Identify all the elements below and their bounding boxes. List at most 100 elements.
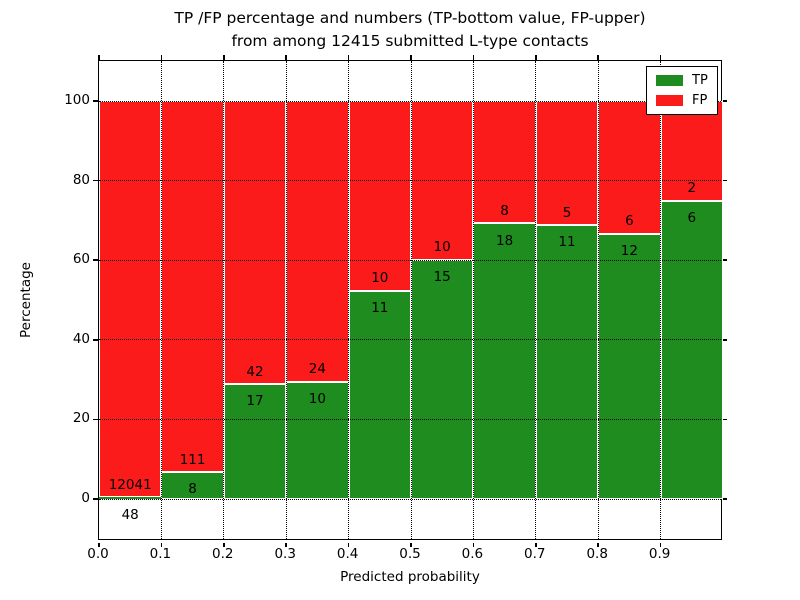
y-tick-left xyxy=(93,100,98,102)
x-tick-label: 0.2 xyxy=(212,546,234,562)
fp-count-label: 12041 xyxy=(108,476,152,493)
fp-count-label: 8 xyxy=(500,202,509,219)
tp-count-label: 11 xyxy=(371,299,389,316)
x-tick-top xyxy=(472,55,475,60)
chart-title-line2: from among 12415 submitted L-type contac… xyxy=(231,32,589,50)
vertical-gridline xyxy=(472,61,474,539)
tp-bar-segment xyxy=(99,497,162,499)
vertical-gridline xyxy=(597,61,599,539)
y-tick-label: 60 xyxy=(72,251,90,268)
x-tick-bottom xyxy=(347,542,350,547)
vertical-gridline xyxy=(660,61,662,539)
tp-count-label: 6 xyxy=(687,209,697,226)
x-tick-top xyxy=(98,55,100,60)
x-tick-label: 0.1 xyxy=(149,546,172,562)
x-tick-bottom xyxy=(472,542,475,547)
y-tick-right xyxy=(722,179,727,182)
chart-title: TP /FP percentage and numbers (TP-bottom… xyxy=(98,7,722,53)
y-tick-label: 100 xyxy=(64,92,90,108)
fp-bar-segment xyxy=(535,101,599,226)
tp-count-label: 8 xyxy=(188,481,197,498)
vertical-gridline xyxy=(535,61,537,539)
fp-color-swatch xyxy=(656,95,683,106)
y-tick-left xyxy=(93,498,98,500)
horizontal-gridline xyxy=(99,180,721,182)
tp-count-label: 12 xyxy=(620,242,638,259)
x-axis-label: Predicted probability xyxy=(340,569,480,585)
legend-label-tp: TP xyxy=(692,73,708,88)
fp-count-label: 2 xyxy=(687,179,697,196)
tp-bar-segment xyxy=(223,384,287,499)
x-tick-bottom xyxy=(223,542,225,547)
x-tick-label: 0.8 xyxy=(586,546,608,562)
x-tick-label: 0.0 xyxy=(87,546,109,562)
y-tick-left xyxy=(93,418,98,421)
y-tick-left xyxy=(93,339,98,341)
x-tick-top xyxy=(659,55,662,60)
tp-bar-segment xyxy=(660,200,723,499)
fp-count-label: 10 xyxy=(433,239,451,256)
vertical-gridline xyxy=(348,61,350,539)
fp-bar-segment xyxy=(223,101,287,385)
x-tick-bottom xyxy=(659,542,662,547)
tp-count-label: 11 xyxy=(558,234,576,251)
x-tick-top xyxy=(597,55,599,60)
tp-bar-segment xyxy=(473,223,536,499)
x-tick-bottom xyxy=(160,542,163,547)
legend-entry-tp: TP xyxy=(656,74,708,87)
horizontal-gridline xyxy=(99,498,721,500)
tp-bar-segment xyxy=(348,290,411,499)
fp-bar-segment xyxy=(660,101,723,201)
horizontal-gridline xyxy=(99,418,721,420)
x-tick-bottom xyxy=(535,542,537,547)
legend: TP FP xyxy=(646,66,718,115)
fp-bar-segment xyxy=(348,101,411,291)
tp-count-label: 15 xyxy=(433,269,451,286)
x-tick-top xyxy=(410,55,412,60)
fp-bar-segment xyxy=(598,101,661,234)
tp-count-label: 10 xyxy=(308,391,326,408)
y-axis-label: Percentage xyxy=(18,262,34,338)
x-tick-bottom xyxy=(98,542,100,547)
tp-count-label: 48 xyxy=(121,506,139,523)
y-tick-right xyxy=(722,259,727,261)
x-tick-top xyxy=(285,55,287,60)
x-tick-top xyxy=(535,55,537,60)
vertical-gridline xyxy=(160,61,162,539)
tp-bar-segment xyxy=(598,233,661,499)
fp-bar-segment xyxy=(286,101,349,382)
x-tick-label: 0.5 xyxy=(399,546,421,562)
x-tick-top xyxy=(223,55,225,60)
x-tick-label: 0.4 xyxy=(336,546,359,562)
chart-title-line1: TP /FP percentage and numbers (TP-bottom… xyxy=(174,9,646,27)
x-tick-label: 0.6 xyxy=(461,546,484,562)
tp-bar-segment xyxy=(411,260,474,499)
fp-bar-segment xyxy=(99,101,162,498)
y-tick-right xyxy=(722,418,727,421)
y-tick-left xyxy=(93,179,98,182)
y-tick-left xyxy=(93,259,98,261)
plot-area: 12041 48 111 8 42 17 24 10 10 11 10 15 8 18 5 11 6 12 2 6 T… xyxy=(93,55,727,547)
x-tick-label: 0.3 xyxy=(274,546,296,562)
fp-count-label: 6 xyxy=(625,212,634,229)
fp-bar-segment xyxy=(161,101,224,473)
y-tick-right xyxy=(722,339,727,341)
vertical-gridline xyxy=(410,61,412,539)
fp-count-label: 10 xyxy=(371,269,389,286)
y-tick-label: 20 xyxy=(72,410,90,427)
tp-bar-segment xyxy=(161,472,224,499)
fp-count-label: 24 xyxy=(308,361,326,378)
horizontal-gridline xyxy=(99,259,721,261)
x-tick-label: 0.7 xyxy=(524,546,546,562)
y-tick-right xyxy=(722,100,727,102)
x-tick-top xyxy=(347,55,350,60)
x-tick-bottom xyxy=(597,542,599,547)
legend-label-fp: FP xyxy=(692,93,708,108)
tp-color-swatch xyxy=(656,75,683,86)
vertical-gridline xyxy=(223,61,225,539)
horizontal-gridline xyxy=(99,100,721,102)
tp-count-label: 17 xyxy=(246,393,264,410)
tp-bar-segment xyxy=(535,225,599,499)
y-tick-label: 0 xyxy=(81,490,90,506)
fp-bar-segment xyxy=(473,101,536,224)
